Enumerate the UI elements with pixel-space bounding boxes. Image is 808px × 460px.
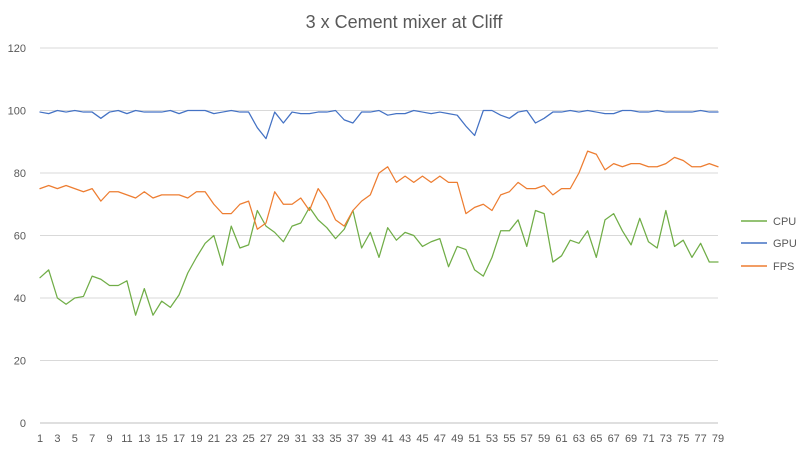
chart-title: 3 x Cement mixer at Cliff — [306, 12, 504, 32]
series-line-fps — [39, 150, 719, 230]
x-tick-label: 13 — [138, 433, 150, 445]
x-tick-label: 55 — [503, 433, 515, 445]
y-tick-label: 80 — [14, 168, 26, 180]
x-tick-label: 65 — [590, 433, 602, 445]
x-tick-label: 63 — [573, 433, 585, 445]
x-tick-label: 47 — [434, 433, 446, 445]
x-axis-ticks: 1 3 5 7 9 11 13 15 17 19 21 23 25 27 29 31 33 35 37 39 41 43 4… — [37, 433, 724, 445]
y-axis-ticks: 0 20 40 60 80 100 120 — [8, 43, 26, 430]
x-tick-label: 73 — [660, 433, 672, 445]
legend-label-cpu: CPU — [773, 216, 796, 228]
x-tick-label: 75 — [677, 433, 689, 445]
x-tick-label: 67 — [608, 433, 620, 445]
gridlines — [40, 47, 718, 424]
x-tick-label: 27 — [260, 433, 272, 445]
x-tick-label: 57 — [521, 433, 533, 445]
y-tick-label: 120 — [8, 43, 26, 55]
x-tick-label: 69 — [625, 433, 637, 445]
x-tick-label: 37 — [347, 433, 359, 445]
x-tick-label: 49 — [451, 433, 463, 445]
x-tick-label: 25 — [242, 433, 254, 445]
x-tick-label: 53 — [486, 433, 498, 445]
x-tick-label: 17 — [173, 433, 185, 445]
x-tick-label: 35 — [329, 433, 341, 445]
x-tick-label: 51 — [468, 433, 480, 445]
x-tick-label: 31 — [295, 433, 307, 445]
x-tick-label: 1 — [37, 433, 43, 445]
x-tick-label: 9 — [106, 433, 112, 445]
legend-label-fps: FPS — [773, 261, 794, 273]
x-tick-label: 33 — [312, 433, 324, 445]
legend-label-gpu: GPU — [773, 238, 797, 250]
x-tick-label: 3 — [54, 433, 60, 445]
x-tick-label: 43 — [399, 433, 411, 445]
x-tick-label: 21 — [208, 433, 220, 445]
y-tick-label: 60 — [14, 231, 26, 243]
x-tick-label: 41 — [382, 433, 394, 445]
x-tick-label: 59 — [538, 433, 550, 445]
x-tick-label: 19 — [190, 433, 202, 445]
x-tick-label: 77 — [694, 433, 706, 445]
x-tick-label: 11 — [121, 433, 132, 445]
y-tick-label: 0 — [20, 418, 26, 430]
x-tick-label: 5 — [72, 433, 78, 445]
series-lines — [39, 109, 719, 316]
x-tick-label: 79 — [712, 433, 724, 445]
x-tick-label: 39 — [364, 433, 376, 445]
x-tick-label: 61 — [555, 433, 567, 445]
x-tick-label: 29 — [277, 433, 289, 445]
series-line-cpu — [39, 206, 719, 316]
y-tick-label: 20 — [14, 356, 26, 368]
y-tick-label: 40 — [14, 293, 26, 305]
x-tick-label: 45 — [416, 433, 428, 445]
x-tick-label: 7 — [89, 433, 95, 445]
series-line-gpu — [39, 109, 719, 140]
x-tick-label: 71 — [642, 433, 654, 445]
x-tick-label: 15 — [156, 433, 168, 445]
x-tick-label: 23 — [225, 433, 237, 445]
legend: CPU GPU FPS — [741, 216, 797, 273]
y-tick-label: 100 — [8, 106, 26, 118]
